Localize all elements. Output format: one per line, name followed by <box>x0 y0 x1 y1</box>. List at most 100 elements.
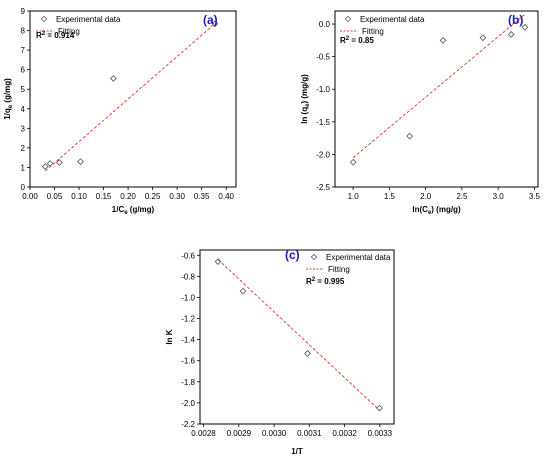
x-tick-label: 0.10 <box>71 192 87 201</box>
x-label-rest: (g/mg) <box>128 205 155 214</box>
x-axis-label: ln(Ce) (mg/g) <box>412 205 461 216</box>
r2-superscript: 2 <box>42 31 46 37</box>
plot-frame <box>29 10 237 188</box>
x-tick-label: 1.0 <box>348 192 360 201</box>
legend-label-fit: Fitting <box>58 27 80 36</box>
y-label-main: ln K <box>165 329 174 344</box>
panel-a: 0.00 0.05 0.10 0.15 0.20 0.25 0.30 0.35 0.40 0 1 2 3… <box>3 7 237 216</box>
legend-label-data: Experimental data <box>326 253 391 262</box>
x-tick-label: 0.0032 <box>332 429 357 438</box>
y-tick-label: -1.8 <box>181 378 195 387</box>
x-tick-label: 0.0030 <box>262 429 287 438</box>
panel-label: (c) <box>285 248 300 262</box>
y-axis-label: 1/qe (g/mg) <box>3 78 14 120</box>
data-point <box>349 158 357 166</box>
x-tick-label: 1.5 <box>384 192 396 201</box>
data-point <box>41 163 49 170</box>
r2-value: = 0.914 <box>45 31 75 40</box>
y-tick-label: 0 <box>21 183 26 192</box>
fitting-line <box>217 259 380 411</box>
y-tick-label: 8 <box>21 27 26 36</box>
x-axis-label: 1/T <box>291 447 303 456</box>
x-tick-label: 0.25 <box>145 192 161 201</box>
r-squared-annotation: R2 = 0.914 <box>36 31 75 40</box>
y-label-subscript: e <box>8 104 14 108</box>
x-tick-label: 0.0031 <box>297 429 322 438</box>
legend-label-fit: Fitting <box>328 265 350 274</box>
y-label-rest: ) (mg/g) <box>300 74 309 104</box>
y-tick-label: 5 <box>21 85 26 94</box>
x-tick-label: 0.00 <box>22 192 38 201</box>
x-label-main: 1/C <box>112 205 125 214</box>
y-tick-label: 1 <box>21 163 26 172</box>
legend: Experimental data Fitting <box>306 253 391 274</box>
data-point <box>211 20 219 28</box>
x-label-main: ln(C <box>412 205 428 214</box>
y-label-main: 1/q <box>3 108 12 120</box>
r2-value: = 0.995 <box>315 277 345 286</box>
data-point <box>77 158 84 165</box>
r2-symbol: R <box>306 277 312 286</box>
y-tick-label: -0.5 <box>316 53 330 62</box>
data-point <box>376 404 383 412</box>
y-tick-label: 7 <box>21 46 26 55</box>
legend-marker <box>344 15 352 23</box>
x-tick-label: 2.0 <box>420 192 432 201</box>
panel-label: (a) <box>203 13 218 27</box>
data-point <box>56 159 63 166</box>
x-tick-label: 3.5 <box>529 192 541 201</box>
fitting-line <box>352 13 526 159</box>
legend-label-data: Experimental data <box>360 15 425 24</box>
y-tick-label: 4 <box>21 105 26 114</box>
data-point <box>110 75 117 82</box>
x-tick-label: 2.5 <box>456 192 468 201</box>
r2-symbol: R <box>36 31 42 40</box>
y-tick-label: -1.4 <box>181 336 195 345</box>
r2-symbol: R <box>340 36 346 45</box>
y-tick-label: 2 <box>21 144 26 153</box>
y-label-main: ln (q <box>300 107 309 124</box>
data-point <box>479 34 487 42</box>
data-point <box>304 349 311 357</box>
panel-c: 0.0028 0.0029 0.0030 0.0031 0.0032 0.0033 -0.6… <box>165 248 395 456</box>
legend-label-data: Experimental data <box>56 15 121 24</box>
legend-marker <box>40 15 48 23</box>
y-tick-label: 6 <box>21 66 26 75</box>
legend: Experimental data Fitting <box>36 15 121 36</box>
x-label-rest: ) (mg/g) <box>431 205 461 214</box>
y-tick-label: -2.2 <box>181 420 195 429</box>
y-tick-label: 9 <box>21 7 26 16</box>
x-tick-label: 0.35 <box>194 192 210 201</box>
y-tick-label: -2.0 <box>316 150 330 159</box>
legend: Experimental data Fitting <box>340 15 425 36</box>
y-axis-label: ln (qe) (mg/g) <box>300 74 311 124</box>
y-tick-label: -1.5 <box>316 118 330 127</box>
x-axis-label: 1/Ce (g/mg) <box>112 205 155 216</box>
r-squared-annotation: R2 = 0.995 <box>306 277 345 286</box>
data-point <box>521 23 529 31</box>
y-label-rest: (g/mg) <box>3 78 12 105</box>
x-tick-label: 0.15 <box>96 192 112 201</box>
y-tick-label: -2.5 <box>316 183 330 192</box>
y-tick-label: 0.0 <box>319 20 331 29</box>
y-tick-label: -0.8 <box>181 272 195 281</box>
y-tick-label: -1.2 <box>181 315 195 324</box>
y-tick-label: -0.6 <box>181 251 195 260</box>
y-tick-label: -2.0 <box>181 399 195 408</box>
x-tick-label: 0.0028 <box>191 429 216 438</box>
r2-superscript: 2 <box>312 277 316 283</box>
x-tick-label: 0.20 <box>120 192 136 201</box>
y-tick-label: -1.6 <box>181 357 195 366</box>
panel-b: 1.0 1.5 2.0 2.5 3.0 3.5 0.0 -0.5 -1.0 -1.5 -2.0 -2.… <box>300 10 541 216</box>
r2-superscript: 2 <box>346 36 350 42</box>
x-tick-label: 0.40 <box>218 192 234 201</box>
x-tick-label: 0.05 <box>47 192 63 201</box>
y-label-subscript: e <box>305 103 311 107</box>
r2-value: = 0.85 <box>349 36 374 45</box>
data-point <box>406 132 414 140</box>
data-point <box>507 31 515 38</box>
legend-label-fit: Fitting <box>362 27 384 36</box>
data-point <box>239 287 247 295</box>
x-tick-label: 3.0 <box>493 192 505 201</box>
